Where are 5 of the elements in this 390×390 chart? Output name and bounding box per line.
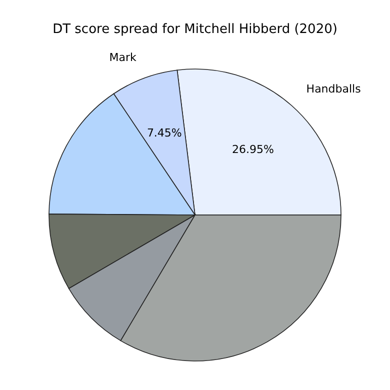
slice-label: Mark	[109, 51, 137, 64]
data-label: 26.95%	[232, 142, 274, 156]
slice-label: Handballs	[306, 82, 362, 96]
chart-title: DT score spread for Mitchell Hibberd (2020)	[52, 22, 338, 37]
data-label: 7.45%	[146, 126, 182, 140]
